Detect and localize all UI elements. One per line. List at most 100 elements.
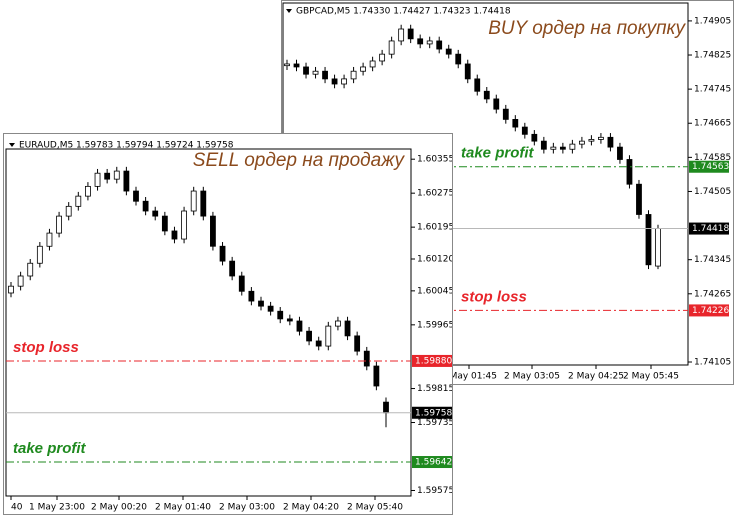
- candle-body: [379, 53, 386, 62]
- candle-body: [286, 318, 293, 322]
- candle-body: [267, 305, 274, 312]
- price-box: [412, 354, 452, 367]
- candle-body: [85, 185, 91, 197]
- candle-body: [315, 340, 322, 347]
- candle-body: [219, 245, 226, 262]
- candle-body: [341, 78, 347, 85]
- candle-body: [284, 63, 290, 67]
- candle-body: [350, 70, 357, 80]
- candle-body: [161, 215, 168, 232]
- candle-body: [296, 320, 303, 332]
- candle-body: [373, 365, 380, 387]
- candle-body: [104, 172, 111, 180]
- candle-body: [238, 275, 245, 292]
- candle-body: [322, 70, 328, 80]
- candle-body: [344, 320, 351, 337]
- y-tick-label: 1.59575: [417, 486, 453, 496]
- candle-body: [8, 285, 14, 294]
- level-name: stop loss: [13, 339, 79, 356]
- chart-window: 1.60355 1.60275 1.60195 1.60120 1.60045 1.599…: [3, 133, 453, 515]
- price-box-label: 1.59758: [415, 408, 452, 418]
- y-tick-label: 1.74825: [694, 51, 731, 61]
- price-box: [689, 222, 729, 235]
- candle-body: [306, 330, 312, 342]
- y-tick-label: 1.74745: [694, 85, 731, 95]
- candle-body: [277, 310, 284, 320]
- candle-body: [46, 232, 53, 247]
- y-tick-label: 1.74345: [694, 255, 731, 265]
- level-name: stop loss: [461, 288, 527, 305]
- candle-body: [210, 215, 216, 247]
- candle-body: [426, 40, 433, 45]
- y-tick-label: 1.59965: [417, 320, 453, 330]
- price-box-label: 1.74563: [692, 162, 729, 172]
- candle-body: [559, 146, 566, 150]
- candle-body: [398, 28, 405, 42]
- y-tick-label: 1.74665: [694, 119, 731, 129]
- candle-body: [464, 63, 471, 80]
- candle-body: [258, 300, 264, 307]
- candle-body: [645, 214, 652, 266]
- y-tick-label: 1.60355: [417, 155, 453, 165]
- x-tick-label: 2 May 05:45: [623, 372, 679, 382]
- x-tick-label: 2 May 03:05: [504, 372, 560, 382]
- candle-body: [133, 190, 139, 202]
- candle-body: [331, 78, 338, 85]
- candle-body: [540, 140, 547, 150]
- candle-body: [229, 260, 236, 277]
- candle-body: [417, 38, 424, 45]
- price-box: [689, 160, 729, 173]
- chart-header: EURAUD,M5 1.59783 1.59794 1.59724 1.5975…: [19, 141, 234, 151]
- candle-body: [455, 53, 462, 65]
- candle-body: [550, 146, 557, 150]
- chart-header: GBPCAD,M5 1.74330 1.74427 1.74323 1.7441…: [296, 7, 511, 17]
- x-tick-label: 2 May 04:25: [568, 372, 624, 382]
- candle-body: [655, 228, 661, 267]
- candle-body: [483, 90, 490, 100]
- candle-body: [75, 195, 82, 207]
- candle-body: [363, 350, 370, 367]
- price-box-label: 1.59642: [415, 458, 452, 468]
- price-box-label: 1.59880: [415, 356, 452, 366]
- y-tick-label: 1.60120: [417, 255, 453, 265]
- candle-body: [617, 146, 623, 160]
- candle-body: [360, 66, 367, 72]
- candle-body: [531, 133, 538, 142]
- candle-body: [303, 66, 309, 75]
- candle-body: [94, 172, 101, 187]
- candle-body: [436, 40, 443, 50]
- candle-body: [181, 210, 187, 240]
- x-tick-label: 2 May 04:20: [283, 503, 339, 513]
- candle-body: [113, 170, 120, 180]
- candle-body: [335, 320, 341, 327]
- candle-body: [388, 40, 395, 55]
- candle-body: [588, 139, 595, 142]
- candle-body: [190, 190, 197, 212]
- candle-body: [200, 190, 207, 217]
- candle-body: [626, 159, 633, 185]
- x-tick-label: 40: [11, 503, 23, 513]
- candle-body: [17, 275, 24, 287]
- candle-body: [445, 48, 452, 55]
- candle-body: [36, 245, 43, 264]
- y-tick-label: 1.60045: [417, 286, 453, 296]
- candle-body: [27, 262, 34, 277]
- x-tick-label: 2 May 03:00: [219, 503, 275, 513]
- y-tick-label: 1.59815: [417, 384, 453, 394]
- candle-body: [502, 108, 509, 120]
- candle-body: [383, 401, 389, 414]
- y-tick-label: 1.74505: [694, 187, 731, 197]
- plot-frame: [5, 148, 412, 497]
- y-tick-label: 1.60275: [417, 189, 453, 199]
- candle-body: [65, 205, 72, 217]
- candle-body: [493, 98, 500, 110]
- level-name: take profit: [13, 440, 87, 457]
- price-box-label: 1.74418: [692, 224, 729, 234]
- x-tick-label: 2 May 01:40: [155, 503, 211, 513]
- x-tick-label: 1 May 23:00: [29, 503, 85, 513]
- candle-body: [636, 183, 642, 215]
- price-box-label: 1.74226: [692, 306, 729, 316]
- chart-note: BUY ордер на покупку: [488, 18, 686, 39]
- x-tick-label: 2 May 00:20: [91, 503, 147, 513]
- level-name: take profit: [461, 145, 535, 162]
